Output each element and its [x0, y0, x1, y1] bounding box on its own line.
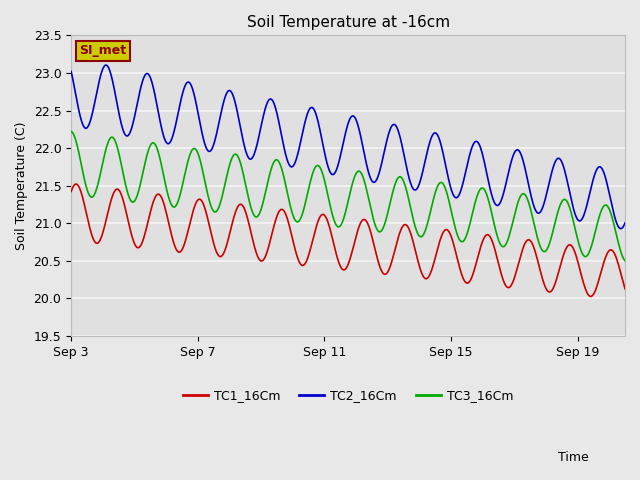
- Y-axis label: Soil Temperature (C): Soil Temperature (C): [15, 121, 28, 250]
- Legend: TC1_16Cm, TC2_16Cm, TC3_16Cm: TC1_16Cm, TC2_16Cm, TC3_16Cm: [178, 384, 518, 408]
- Text: Time: Time: [558, 451, 589, 464]
- Title: Soil Temperature at -16cm: Soil Temperature at -16cm: [246, 15, 450, 30]
- Text: SI_met: SI_met: [79, 44, 127, 57]
